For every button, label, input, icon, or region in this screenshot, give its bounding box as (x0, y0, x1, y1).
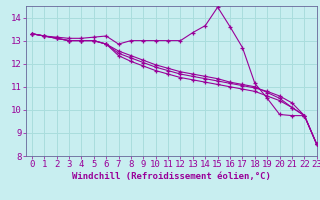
X-axis label: Windchill (Refroidissement éolien,°C): Windchill (Refroidissement éolien,°C) (72, 172, 271, 181)
